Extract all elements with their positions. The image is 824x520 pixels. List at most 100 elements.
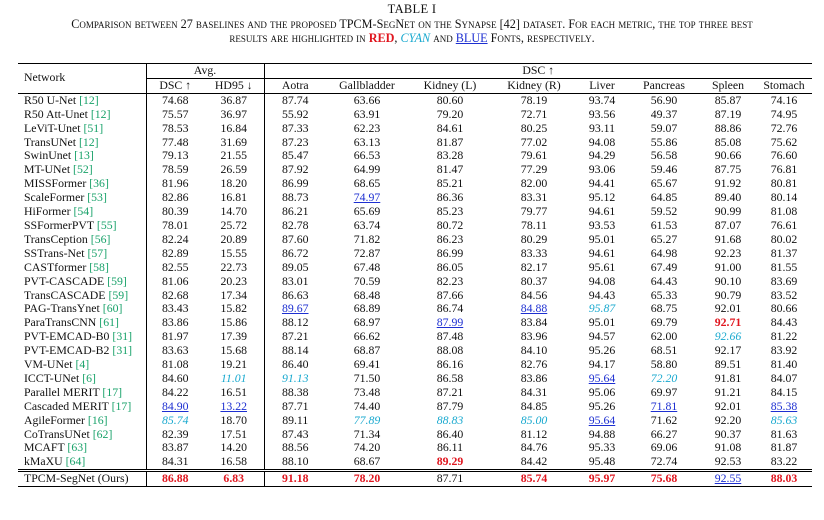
table-row: Parallel MERIT [17] 84.22 16.51 88.38 73.48 8… (18, 384, 812, 400)
metric-value: 89.51 (714, 357, 742, 372)
caption-cyan-word: CYAN (400, 31, 431, 45)
metric-cell: 13.22 (204, 399, 265, 414)
metric-value: 68.48 (353, 287, 381, 302)
metric-cell: 88.08 (408, 343, 492, 358)
citation-link[interactable]: [51] (83, 120, 104, 135)
metric-value: 77.29 (520, 162, 548, 177)
metric-cell: 81.87 (756, 441, 812, 455)
citation-link[interactable]: [61] (99, 315, 119, 330)
citation-link[interactable]: [31] (112, 343, 133, 358)
citation-link[interactable]: [6] (82, 370, 96, 385)
citation-link[interactable]: [36] (89, 176, 109, 191)
citation-link[interactable]: [58] (89, 259, 109, 274)
metric-cell: 64.99 (326, 162, 408, 177)
metric-value: 81.40 (770, 357, 798, 372)
metric-cell: 81.22 (756, 329, 812, 344)
metric-cell: 71.50 (326, 371, 408, 386)
metric-value: 74.16 (770, 92, 798, 107)
metric-cell: 87.60 (264, 232, 326, 247)
metric-value: 88.56 (281, 440, 309, 455)
metric-value: 65.27 (650, 231, 678, 246)
metric-cell: 71.82 (326, 232, 408, 247)
method-name: R50 Att-Unet (24, 106, 88, 121)
metric-cell: 63.91 (326, 107, 408, 122)
metric-cell: 85.47 (264, 148, 326, 163)
metric-cell: 93.56 (576, 107, 628, 122)
metric-cell: 79.13 (146, 148, 204, 163)
metric-cell: 83.52 (756, 288, 812, 303)
metric-value: 94.29 (588, 148, 616, 163)
metric-value: 95.64 (588, 370, 616, 385)
citation-link[interactable]: [63] (67, 440, 88, 455)
metric-cell: 78.20 (326, 471, 408, 487)
citation-link[interactable]: [12] (90, 106, 111, 121)
metric-value: 71.34 (353, 426, 381, 441)
method-name-cell: TPCM-SegNet (Ours) (18, 470, 147, 487)
metric-cell: 86.23 (408, 232, 492, 247)
metric-cell: 80.02 (756, 232, 812, 247)
metric-value: 81.96 (161, 176, 189, 191)
citation-link[interactable]: [13] (74, 148, 94, 163)
method-name-cell: Cascaded MERIT [17] (18, 398, 147, 414)
metric-value: 64.85 (650, 190, 678, 205)
method-name-cell: PAG-TransYnet [60] (18, 301, 147, 317)
method-name: PVT-EMCAD-B2 (24, 343, 110, 358)
metric-cell: 81.08 (146, 357, 204, 372)
metric-value: 49.37 (650, 106, 678, 121)
metric-value: 84.15 (770, 384, 798, 399)
metric-cell: 92.55 (700, 471, 756, 487)
metric-value: 36.97 (220, 106, 248, 121)
metric-cell: 93.53 (576, 218, 628, 233)
citation-link[interactable]: [12] (78, 134, 99, 149)
citation-link[interactable]: [52] (73, 162, 93, 177)
metric-cell: 82.00 (492, 176, 576, 191)
citation-link[interactable]: [31] (112, 329, 133, 344)
metric-value: 78.53 (161, 120, 189, 135)
metric-value: 73.48 (353, 384, 381, 399)
metric-value: 95.61 (588, 259, 616, 274)
citation-link[interactable]: [59] (108, 287, 129, 302)
citation-link[interactable]: [16] (87, 412, 108, 427)
metric-cell: 81.97 (146, 329, 204, 344)
metric-cell: 87.19 (700, 107, 756, 122)
metric-cell: 86.99 (408, 246, 492, 261)
metric-value: 91.08 (714, 440, 742, 455)
metric-value: 81.47 (436, 162, 464, 177)
citation-link[interactable]: [60] (102, 301, 123, 316)
citation-link[interactable]: [59] (107, 273, 127, 288)
citation-link[interactable]: [62] (92, 426, 113, 441)
metric-value: 56.90 (650, 92, 678, 107)
metric-cell: 95.97 (576, 471, 628, 487)
metric-value: 16.51 (220, 384, 248, 399)
citation-link[interactable]: [56] (90, 231, 111, 246)
citation-link[interactable]: [12] (79, 92, 99, 107)
metric-cell: 90.66 (700, 148, 756, 163)
citation-link[interactable]: [17] (111, 398, 132, 413)
metric-value: 84.31 (161, 454, 189, 469)
metric-value: 89.05 (281, 259, 309, 274)
metric-value: 31.69 (220, 134, 248, 149)
metric-cell: 59.46 (628, 162, 700, 177)
citation-link[interactable]: [4] (75, 357, 90, 372)
citation-link[interactable]: [64] (65, 454, 86, 469)
metric-value: 59.07 (650, 120, 678, 135)
citation-link[interactable]: [57] (87, 245, 108, 260)
metric-cell: 81.63 (756, 427, 812, 442)
metric-cell: 94.17 (576, 357, 628, 372)
citation-link[interactable]: [55] (96, 217, 117, 232)
citation-link[interactable]: [54] (73, 204, 94, 219)
caption-line-2: results are highlighted in RED, CYAN and… (0, 31, 824, 46)
metric-cell: 91.08 (700, 441, 756, 455)
metric-value: 66.53 (353, 148, 381, 163)
metric-value: 72.20 (650, 370, 678, 385)
metric-value: 74.97 (353, 190, 381, 205)
metric-cell: 83.63 (146, 343, 204, 358)
citation-link[interactable]: [17] (102, 384, 123, 399)
metric-value: 87.21 (436, 384, 464, 399)
header-organ-aorta: Aotra (281, 77, 309, 92)
metric-value: 76.60 (770, 148, 798, 163)
metric-cell: 87.75 (700, 162, 756, 177)
method-name-cell: MT-UNet [52] (18, 162, 147, 178)
metric-cell: 68.97 (326, 315, 408, 330)
citation-link[interactable]: [53] (87, 190, 107, 205)
